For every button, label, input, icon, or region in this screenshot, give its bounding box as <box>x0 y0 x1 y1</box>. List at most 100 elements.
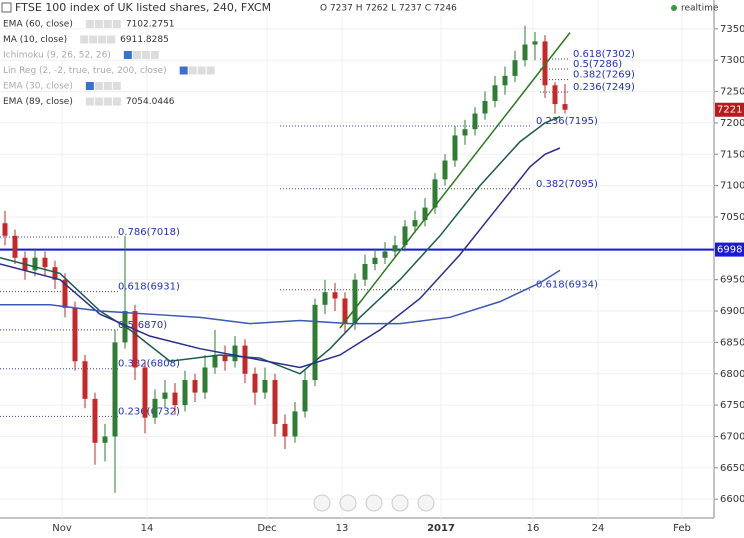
indicator-button[interactable] <box>132 51 141 59</box>
y-tick-label: 7300 <box>720 55 744 66</box>
fib-label: 0.786(7018) <box>118 227 180 238</box>
fib-label: 0.618(6934) <box>536 280 598 291</box>
candle-body <box>62 279 68 308</box>
legend: FTSE 100 index of UK listed shares, 240,… <box>1 1 719 14</box>
candle-body <box>382 251 388 258</box>
y-tick-label: 7100 <box>720 181 744 192</box>
fib-label: 0.236(7195) <box>536 116 598 127</box>
candle-body <box>322 292 328 305</box>
y-tick-label: 6750 <box>720 400 744 411</box>
indicator-button[interactable] <box>94 82 103 90</box>
x-tick-label: 13 <box>336 523 349 534</box>
candle-body <box>172 392 178 406</box>
zoom-out[interactable] <box>339 494 357 512</box>
fib-label: 0.382(7269) <box>573 70 635 81</box>
zoom-controls <box>313 494 435 512</box>
y-tick-label: 6950 <box>720 275 744 286</box>
candle-body <box>422 207 428 221</box>
indicator-button[interactable] <box>94 20 103 28</box>
scroll-left[interactable] <box>313 494 331 512</box>
plot: 0.786(7018) 0.618(6931) 0.5(6870) 0.382(680… <box>0 0 714 518</box>
candle-body <box>252 373 258 393</box>
x-tick-label: Nov <box>52 523 72 534</box>
indicator-line <box>0 269 561 325</box>
indicator-line <box>0 147 561 369</box>
indicator-button[interactable] <box>103 82 112 90</box>
candle-body <box>312 304 318 381</box>
y-tick-label: 6900 <box>720 306 744 317</box>
y-tick-label: 6700 <box>720 431 744 442</box>
indicator-button[interactable] <box>112 97 121 106</box>
indicator-button[interactable] <box>85 20 94 28</box>
y-tick-label: 7250 <box>720 87 744 98</box>
indicator-button[interactable] <box>98 35 107 44</box>
indicator-button[interactable] <box>197 66 206 75</box>
candle-body <box>342 298 348 324</box>
candle-body <box>432 179 438 208</box>
indicator-value: 7102.2751 <box>126 20 175 30</box>
price-badge <box>715 102 744 117</box>
indicator-button[interactable] <box>112 82 121 90</box>
indicator-button[interactable] <box>179 66 188 75</box>
indicator-button[interactable] <box>112 20 121 28</box>
indicator-button[interactable] <box>103 20 112 28</box>
candle-body <box>482 100 488 114</box>
price-badge-label: 7221 <box>717 105 742 116</box>
y-tick-label: 7150 <box>720 149 744 160</box>
indicator-button[interactable] <box>89 35 98 44</box>
candle-body <box>412 220 418 227</box>
ohlc: O 7237 H 7262 L 7237 C 7246 <box>320 4 457 14</box>
indicator-button[interactable] <box>188 66 197 75</box>
candle-body <box>282 423 288 437</box>
y-tick-label: 6600 <box>720 494 744 505</box>
indicator-name: EMA (30, close) <box>3 82 73 92</box>
title: FTSE 100 index of UK listed shares, 240,… <box>15 1 271 14</box>
candle-body <box>2 223 8 236</box>
candle-body <box>92 398 98 443</box>
y-tick-label: 6650 <box>720 463 744 474</box>
indicator-button[interactable] <box>141 51 150 59</box>
price-badge <box>715 242 744 257</box>
zoom-in[interactable] <box>391 494 409 512</box>
realtime: realtime <box>681 4 719 14</box>
candle-body <box>562 104 568 110</box>
indicator-value: 7054.0446 <box>126 97 175 107</box>
indicator-button[interactable] <box>85 97 94 106</box>
indicator-line <box>339 32 571 329</box>
indicator-name: Lin Reg (2, -2, true, true, 200, close) <box>3 66 167 76</box>
candle-body <box>302 380 308 412</box>
candle-body <box>52 267 58 280</box>
fib-label: 0.5(7286) <box>573 59 622 70</box>
candle-body <box>402 226 408 246</box>
reset[interactable] <box>365 494 383 512</box>
indicator-value: 6911.8285 <box>120 35 169 45</box>
x-tick-label: 14 <box>141 523 154 534</box>
indicator-button[interactable] <box>107 35 116 44</box>
candle-body <box>112 342 118 437</box>
candle-body <box>332 292 338 299</box>
candle-body <box>42 257 48 268</box>
candle-body <box>542 41 548 86</box>
candle-body <box>102 436 108 443</box>
x-tick-label: Dec <box>257 523 276 534</box>
indicator-button[interactable] <box>103 97 112 106</box>
indicator-button[interactable] <box>80 35 89 44</box>
candle-body <box>512 60 518 76</box>
indicator-button[interactable] <box>206 66 215 75</box>
y-tick-label: 7200 <box>720 118 744 129</box>
y-tick-label: 7350 <box>720 24 744 35</box>
candle-body <box>202 367 208 393</box>
candle-body <box>222 354 228 362</box>
indicator-button[interactable] <box>94 97 103 106</box>
indicator-button[interactable] <box>85 82 94 90</box>
candle-body <box>452 135 458 161</box>
indicator-button[interactable] <box>150 51 159 59</box>
scroll-right[interactable] <box>417 494 435 512</box>
realtime-dot <box>671 5 677 11</box>
candle-body <box>142 367 148 418</box>
candle-body <box>212 354 218 368</box>
fib-label: 0.236(7249) <box>573 82 635 93</box>
indicator-name: MA (10, close) <box>3 35 67 45</box>
indicator-button[interactable] <box>123 51 132 59</box>
